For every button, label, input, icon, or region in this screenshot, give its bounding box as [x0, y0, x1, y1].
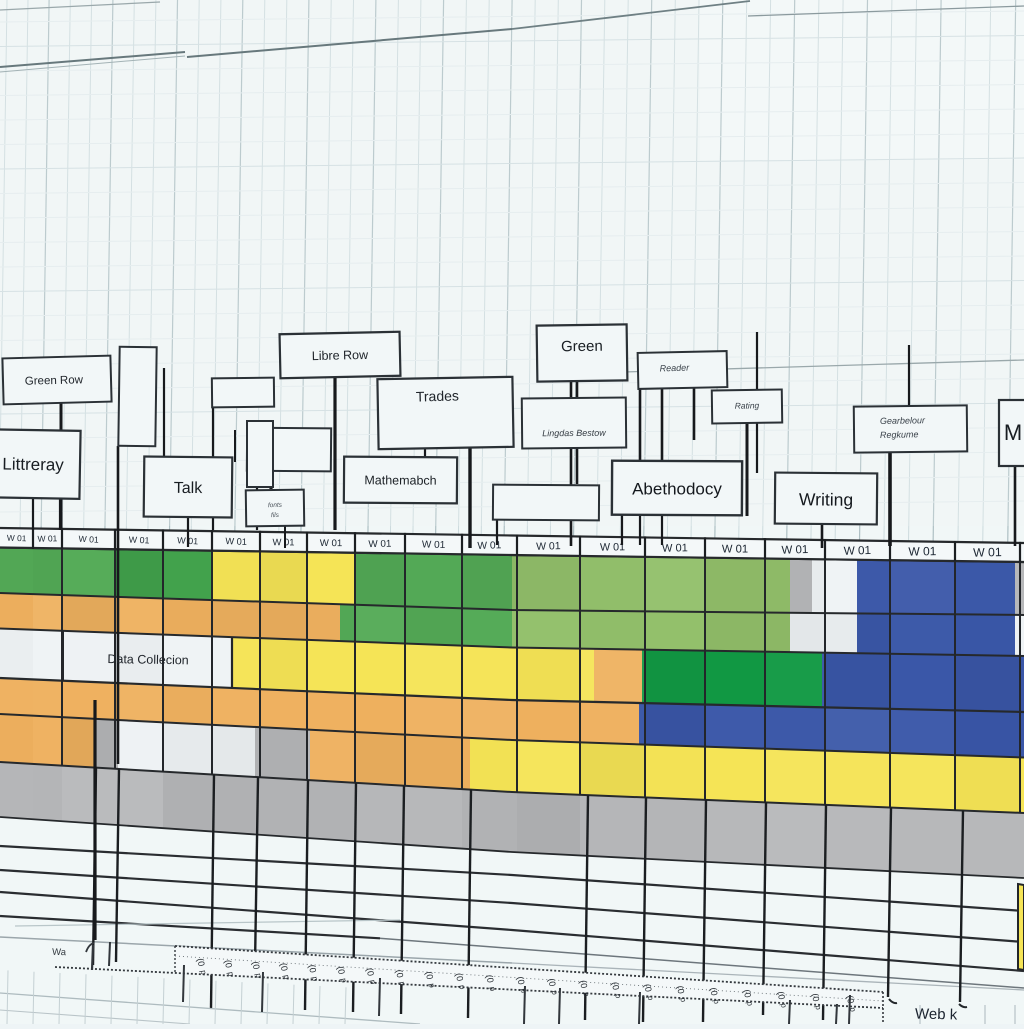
svg-text:p: p [646, 995, 656, 1001]
svg-text:W 01: W 01 [37, 533, 57, 544]
svg-text:fils: fils [271, 512, 280, 519]
svg-text:W 01: W 01 [225, 536, 247, 547]
svg-text:p: p [368, 979, 378, 985]
svg-text:Trades: Trades [416, 387, 459, 404]
svg-text:p: p [613, 993, 623, 999]
svg-text:W 01: W 01 [477, 540, 502, 552]
svg-text:(0: (0 [578, 979, 589, 989]
svg-text:(0: (0 [307, 964, 318, 974]
svg-text:p: p [427, 982, 437, 988]
svg-text:(0: (0 [742, 989, 753, 999]
svg-text:Reader: Reader [659, 362, 690, 373]
svg-text:W 01: W 01 [320, 538, 342, 549]
svg-text:(0: (0 [424, 971, 435, 981]
svg-text:p: p [457, 984, 467, 990]
svg-text:(0: (0 [776, 991, 787, 1001]
svg-text:p: p [745, 1001, 755, 1007]
svg-text:p: p [848, 1007, 858, 1013]
svg-text:(0: (0 [365, 967, 376, 977]
svg-text:W 01: W 01 [272, 536, 294, 547]
svg-text:p: p [226, 971, 236, 977]
svg-text:p: p [199, 969, 209, 975]
svg-text:(0: (0 [454, 972, 465, 982]
svg-text:W 01: W 01 [7, 533, 27, 544]
svg-text:Regkume: Regkume [880, 429, 919, 440]
svg-text:(0: (0 [195, 957, 206, 967]
svg-text:p: p [488, 986, 498, 992]
svg-text:Talk: Talk [174, 480, 204, 497]
svg-text:p: p [254, 972, 264, 978]
svg-text:(0: (0 [394, 969, 405, 979]
svg-text:(0: (0 [250, 961, 261, 971]
svg-text:(0: (0 [546, 978, 557, 988]
svg-text:Wa: Wa [52, 947, 67, 959]
svg-text:p: p [678, 997, 688, 1003]
svg-text:fonts: fonts [268, 502, 283, 510]
svg-text:p: p [282, 974, 292, 980]
svg-text:p: p [779, 1003, 789, 1009]
svg-text:W 01: W 01 [973, 545, 1002, 560]
svg-text:Abethodocy: Abethodocy [632, 480, 722, 499]
svg-text:Gearbelour: Gearbelour [880, 415, 926, 426]
svg-text:W 01: W 01 [908, 544, 937, 559]
svg-text:W 01: W 01 [662, 542, 688, 555]
svg-text:(0: (0 [642, 983, 653, 993]
svg-text:(0: (0 [484, 974, 495, 984]
svg-text:(0: (0 [336, 965, 347, 975]
svg-text:W 01: W 01 [722, 543, 748, 555]
svg-text:M: M [1004, 420, 1022, 445]
svg-text:W 01: W 01 [422, 539, 446, 551]
svg-text:Mathemabch: Mathemabch [364, 473, 436, 487]
svg-text:Data Collecion: Data Collecion [107, 652, 189, 667]
svg-text:p: p [712, 999, 722, 1005]
svg-text:W 01: W 01 [129, 535, 150, 546]
svg-text:Libre Row: Libre Row [312, 348, 370, 363]
svg-text:p: p [813, 1005, 823, 1011]
svg-text:(0: (0 [223, 959, 234, 969]
svg-text:Lingdas Bestow: Lingdas Bestow [542, 428, 606, 439]
svg-text:W 01: W 01 [600, 541, 625, 553]
svg-text:p: p [397, 981, 407, 987]
svg-text:(0: (0 [515, 976, 526, 986]
svg-text:(0: (0 [810, 993, 821, 1003]
svg-text:p: p [550, 989, 560, 995]
svg-text:Littreray: Littreray [2, 454, 64, 474]
svg-text:Writing: Writing [799, 489, 853, 509]
svg-text:W 01: W 01 [843, 544, 871, 558]
svg-text:p: p [581, 991, 591, 997]
svg-text:p: p [339, 977, 349, 983]
svg-text:W 01: W 01 [536, 541, 561, 553]
svg-text:Green: Green [561, 338, 603, 356]
svg-text:W 01: W 01 [368, 539, 391, 551]
svg-text:(0: (0 [708, 987, 719, 997]
svg-text:p: p [310, 976, 320, 982]
svg-text:p: p [519, 988, 529, 994]
svg-text:(0: (0 [610, 981, 621, 991]
svg-text:Rating: Rating [735, 400, 760, 410]
svg-text:W 01: W 01 [78, 534, 99, 545]
svg-text:(0: (0 [675, 985, 686, 995]
svg-text:(0: (0 [278, 962, 289, 972]
svg-text:Web k: Web k [915, 1005, 958, 1023]
svg-text:W 01: W 01 [781, 544, 808, 557]
svg-text:Green Row: Green Row [25, 374, 84, 388]
